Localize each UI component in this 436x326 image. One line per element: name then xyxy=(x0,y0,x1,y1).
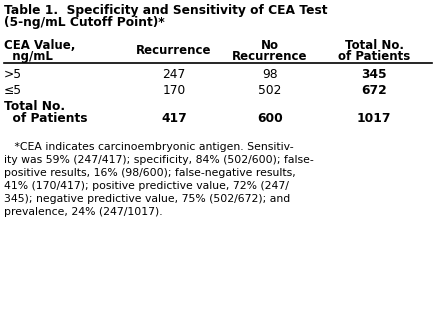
Text: 170: 170 xyxy=(162,84,186,97)
Text: ng/mL: ng/mL xyxy=(4,50,53,63)
Text: 41% (170/417); positive predictive value, 72% (247/: 41% (170/417); positive predictive value… xyxy=(4,181,289,191)
Text: of Patients: of Patients xyxy=(338,50,410,63)
Text: 600: 600 xyxy=(257,112,283,125)
Text: 672: 672 xyxy=(361,84,387,97)
Text: No: No xyxy=(261,39,279,52)
Text: Recurrence: Recurrence xyxy=(232,50,308,63)
Text: Total No.: Total No. xyxy=(344,39,403,52)
Text: 502: 502 xyxy=(258,84,282,97)
Text: 1017: 1017 xyxy=(357,112,391,125)
Text: 345); negative predictive value, 75% (502/672); and: 345); negative predictive value, 75% (50… xyxy=(4,194,290,204)
Text: *CEA indicates carcinoembryonic antigen. Sensitiv-: *CEA indicates carcinoembryonic antigen.… xyxy=(4,142,293,152)
Text: Total No.: Total No. xyxy=(4,100,65,113)
Text: 345: 345 xyxy=(361,68,387,81)
Text: 417: 417 xyxy=(161,112,187,125)
Text: Table 1.  Specificity and Sensitivity of CEA Test: Table 1. Specificity and Sensitivity of … xyxy=(4,4,327,17)
Text: ity was 59% (247/417); specificity, 84% (502/600); false-: ity was 59% (247/417); specificity, 84% … xyxy=(4,155,314,165)
Text: ≤5: ≤5 xyxy=(4,84,22,97)
Text: Recurrence: Recurrence xyxy=(136,44,212,57)
Text: of Patients: of Patients xyxy=(4,112,88,125)
Text: prevalence, 24% (247/1017).: prevalence, 24% (247/1017). xyxy=(4,207,163,217)
Text: positive results, 16% (98/600); false-negative results,: positive results, 16% (98/600); false-ne… xyxy=(4,168,296,178)
Text: (5-ng/mL Cutoff Point)*: (5-ng/mL Cutoff Point)* xyxy=(4,16,165,29)
Text: CEA Value,: CEA Value, xyxy=(4,39,75,52)
Text: >5: >5 xyxy=(4,68,22,81)
Text: 247: 247 xyxy=(162,68,186,81)
Text: 98: 98 xyxy=(262,68,278,81)
